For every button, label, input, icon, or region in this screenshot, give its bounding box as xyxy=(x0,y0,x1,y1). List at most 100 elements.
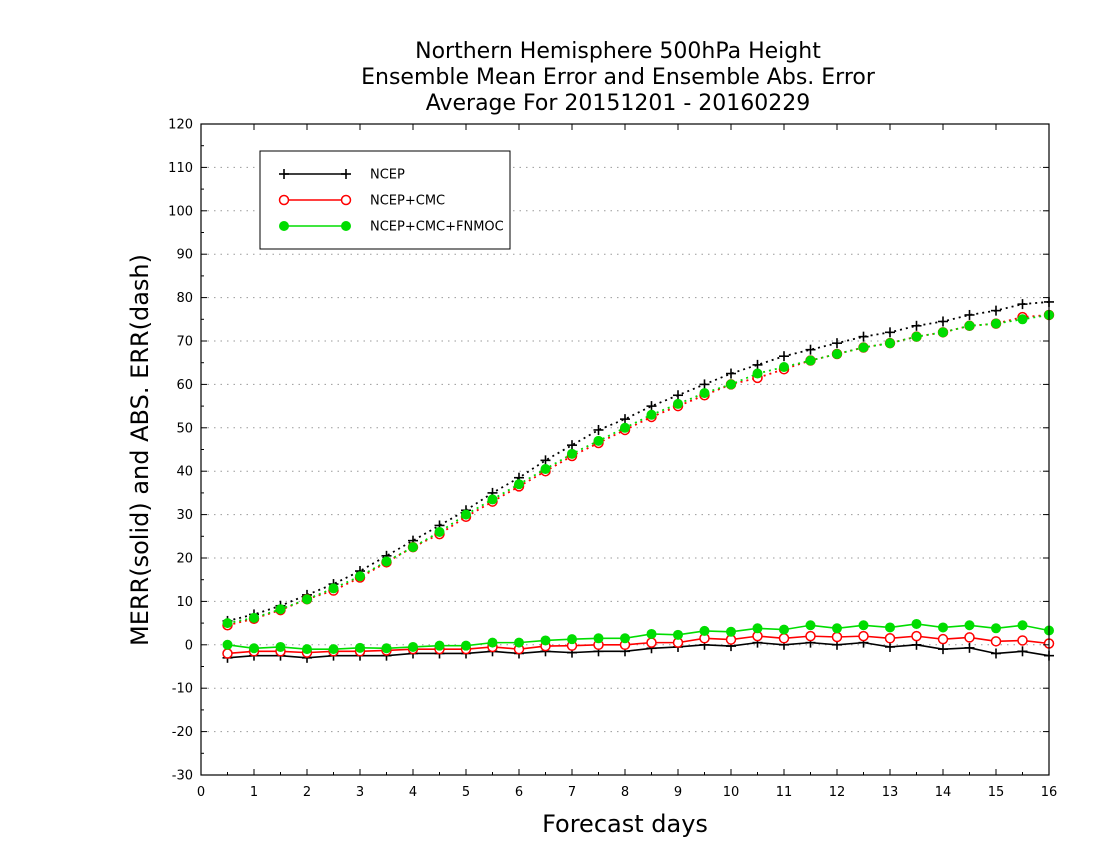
data-point-ncep-abs-err xyxy=(673,390,683,401)
data-point-ncep-abs-err xyxy=(646,401,657,412)
series-line-ncep-cmc-abs-err xyxy=(227,314,1050,627)
y-tick-label: 20 xyxy=(176,552,193,567)
y-tick-label: 10 xyxy=(176,595,193,610)
data-point-ncep-cmc-fnmoc-abs-err xyxy=(620,422,630,433)
legend-marker xyxy=(341,169,351,179)
data-point-ncep-cmc-fnmoc-merr xyxy=(355,642,365,653)
y-tick-label: -10 xyxy=(172,682,193,697)
data-point-ncep-cmc-merr xyxy=(937,633,949,645)
legend-label: NCEP+CMC+FNMOC xyxy=(370,220,504,235)
data-point-ncep-cmc-fnmoc-merr xyxy=(858,620,869,631)
data-point-ncep-cmc-fnmoc-abs-err xyxy=(938,327,948,338)
x-tick-label: 12 xyxy=(829,785,846,800)
x-tick-label: 6 xyxy=(515,785,523,800)
y-axis-label: MERR(solid) and ABS. ERR(dash) xyxy=(126,254,154,646)
data-point-ncep-cmc-merr xyxy=(646,637,657,648)
series-layer xyxy=(222,296,1055,663)
data-point-ncep-cmc-merr xyxy=(990,636,1002,647)
y-tick-label: 110 xyxy=(168,161,193,176)
data-point-ncep-cmc-fnmoc-abs-err xyxy=(673,398,683,409)
chart-title-line-1: Northern Hemisphere 500hPa Height xyxy=(415,39,821,64)
data-point-ncep-abs-err xyxy=(726,368,736,379)
data-point-ncep-abs-err xyxy=(805,344,816,355)
y-tick-label: 40 xyxy=(176,465,193,480)
series-ncep-cmc-fnmoc-abs-err xyxy=(222,309,1054,629)
data-point-ncep-cmc-merr xyxy=(805,630,816,642)
data-point-ncep-cmc-fnmoc-abs-err xyxy=(726,379,736,390)
series-line-ncep-cmc-fnmoc-abs-err xyxy=(227,314,1050,624)
data-point-ncep-merr xyxy=(911,639,922,650)
data-point-ncep-cmc-fnmoc-abs-err xyxy=(381,556,392,567)
data-point-ncep-cmc-fnmoc-abs-err xyxy=(1017,314,1028,325)
data-point-ncep-cmc-fnmoc-merr xyxy=(434,640,445,651)
x-tick-label: 4 xyxy=(409,785,417,800)
legend-marker xyxy=(341,221,351,231)
x-tick-label: 2 xyxy=(303,785,311,800)
data-point-ncep-cmc-fnmoc-merr xyxy=(805,620,816,631)
legend-marker xyxy=(279,169,289,179)
data-point-ncep-cmc-fnmoc-merr xyxy=(567,634,577,645)
data-point-ncep-abs-err xyxy=(1017,299,1028,310)
data-point-ncep-abs-err xyxy=(938,316,948,327)
data-point-ncep-cmc-fnmoc-merr xyxy=(302,644,312,655)
data-point-ncep-cmc-fnmoc-abs-err xyxy=(408,542,418,553)
chart-title-line-2: Ensemble Mean Error and Ensemble Abs. Er… xyxy=(361,65,876,90)
series-ncep-abs-err xyxy=(222,296,1054,626)
data-point-ncep-cmc-fnmoc-merr xyxy=(779,624,789,635)
data-point-ncep-cmc-merr xyxy=(778,633,790,644)
data-point-ncep-cmc-fnmoc-merr xyxy=(381,643,392,654)
data-point-ncep-cmc-fnmoc-abs-err xyxy=(964,320,975,331)
data-point-ncep-cmc-fnmoc-abs-err xyxy=(646,409,657,420)
data-point-ncep-cmc-fnmoc-abs-err xyxy=(302,594,312,605)
x-tick-label: 14 xyxy=(935,785,952,800)
x-tick-label: 3 xyxy=(356,785,364,800)
data-point-ncep-cmc-fnmoc-merr xyxy=(964,620,975,631)
y-tick-label: 0 xyxy=(185,638,193,653)
data-point-ncep-abs-err xyxy=(911,320,922,331)
data-point-ncep-abs-err xyxy=(964,309,975,320)
legend: NCEP NCEP+CMC NCEP+CMC+FNMOC xyxy=(259,150,511,250)
x-tick-label: 10 xyxy=(723,785,740,800)
data-point-ncep-merr xyxy=(885,641,895,652)
data-point-ncep-cmc-fnmoc-merr xyxy=(328,644,339,655)
data-point-ncep-cmc-fnmoc-abs-err xyxy=(461,509,471,520)
data-point-ncep-merr xyxy=(964,642,975,653)
x-tick-label: 13 xyxy=(882,785,899,800)
data-point-ncep-abs-err xyxy=(858,331,869,342)
data-point-ncep-cmc-merr xyxy=(222,648,233,659)
data-point-ncep-abs-err xyxy=(752,359,763,370)
x-tick-label: 16 xyxy=(1041,785,1058,800)
data-point-ncep-cmc-merr xyxy=(858,630,869,642)
data-point-ncep-cmc-fnmoc-abs-err xyxy=(832,349,842,360)
data-point-ncep-merr xyxy=(991,648,1001,659)
legend-marker xyxy=(278,194,290,206)
y-tick-label: 60 xyxy=(176,378,193,393)
data-point-ncep-cmc-fnmoc-abs-err xyxy=(249,612,259,623)
data-point-ncep-abs-err xyxy=(593,424,604,435)
data-point-ncep-cmc-fnmoc-merr xyxy=(885,622,895,633)
legend-entry-ncep: NCEP xyxy=(279,168,405,183)
data-point-ncep-cmc-fnmoc-abs-err xyxy=(355,571,365,582)
data-point-ncep-cmc-merr xyxy=(1017,635,1028,646)
data-point-ncep-cmc-fnmoc-merr xyxy=(832,623,842,634)
data-point-ncep-cmc-fnmoc-merr xyxy=(275,641,286,652)
data-point-ncep-cmc-fnmoc-merr xyxy=(408,641,418,652)
data-point-ncep-cmc-fnmoc-merr xyxy=(726,626,736,637)
data-point-ncep-abs-err xyxy=(620,414,630,425)
data-point-ncep-cmc-fnmoc-merr xyxy=(673,629,683,640)
y-axis-ticks: -30 -20 -10 0 10 20 30 40 50 60 70 80 90 100 110 120 xyxy=(168,118,1049,784)
data-point-ncep-cmc-fnmoc-abs-err xyxy=(222,618,233,629)
data-point-ncep-cmc-merr xyxy=(884,633,896,644)
series-ncep-merr xyxy=(222,637,1054,663)
x-tick-label: 9 xyxy=(674,785,682,800)
data-point-ncep-cmc-fnmoc-abs-err xyxy=(991,318,1001,329)
data-point-ncep-cmc-fnmoc-merr xyxy=(620,633,630,644)
y-tick-label: 30 xyxy=(176,508,193,523)
chart-title-line-3: Average For 20151201 - 20160229 xyxy=(426,91,811,116)
chart-title: Northern Hemisphere 500hPa Height Ensemb… xyxy=(361,39,876,116)
data-point-ncep-abs-err xyxy=(699,379,710,390)
legend-label: NCEP xyxy=(370,168,405,183)
series-ncep-cmc-fnmoc-merr xyxy=(222,618,1054,655)
data-point-ncep-cmc-fnmoc-merr xyxy=(222,639,233,650)
